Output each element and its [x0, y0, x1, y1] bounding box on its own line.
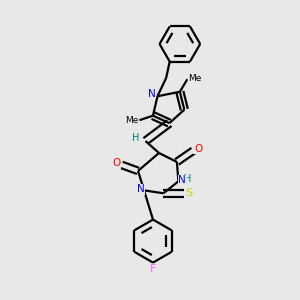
Text: N: N — [148, 89, 156, 99]
Text: Me: Me — [188, 74, 202, 83]
Text: S: S — [186, 188, 193, 198]
Text: N: N — [136, 184, 144, 194]
Text: Me: Me — [125, 116, 139, 124]
Text: O: O — [194, 144, 202, 154]
Text: H: H — [184, 174, 191, 184]
Text: N: N — [178, 176, 186, 185]
Text: F: F — [150, 264, 156, 274]
Text: O: O — [113, 158, 121, 168]
Text: H: H — [132, 133, 140, 143]
